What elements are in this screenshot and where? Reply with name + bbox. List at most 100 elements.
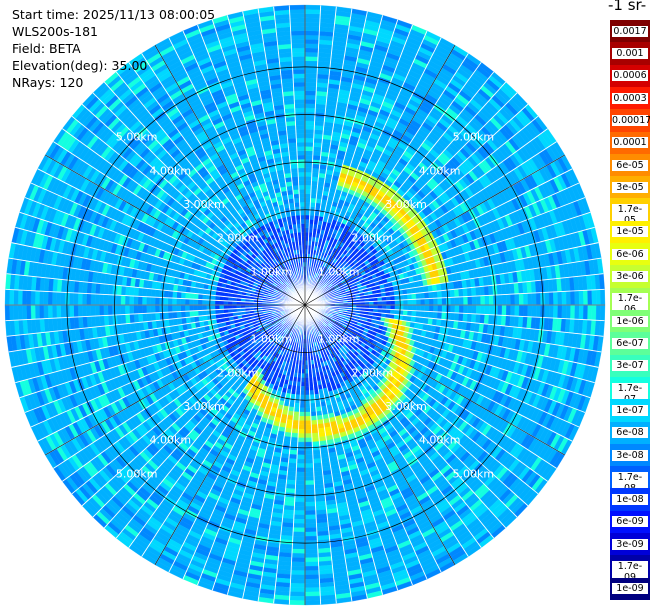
data-cell: [304, 56, 319, 62]
data-cell: [475, 286, 481, 297]
data-cell: [311, 436, 320, 443]
data-cell: [304, 578, 320, 584]
data-cell: [304, 523, 317, 529]
data-cell: [299, 403, 306, 409]
data-cell: [292, 415, 300, 421]
data-cell: [527, 304, 533, 318]
data-cell: [561, 304, 567, 319]
data-cell: [514, 304, 520, 317]
data-cell: [287, 462, 297, 468]
data-cell: [293, 518, 306, 524]
data-cell: [531, 304, 537, 318]
data-cell: [291, 557, 306, 563]
data-cell: [476, 295, 481, 306]
data-cell: [304, 476, 315, 481]
data-cell: [483, 285, 490, 296]
data-cell: [583, 304, 589, 320]
data-cell: [288, 458, 298, 464]
data-cell: [518, 293, 524, 306]
data-cell: [497, 304, 503, 316]
data-cell: [484, 295, 490, 306]
data-cell: [432, 311, 438, 320]
data-cell: [310, 185, 318, 191]
data-cell: [441, 290, 447, 298]
data-cell: [304, 214, 310, 220]
data-cell: [420, 298, 426, 306]
data-cell: [290, 441, 298, 447]
data-cell: [557, 291, 563, 306]
data-cell: [304, 13, 321, 19]
data-cell: [304, 411, 311, 417]
data-cell: [312, 449, 321, 455]
data-cell: [304, 471, 315, 477]
data-cell: [304, 197, 311, 203]
data-cell: [553, 291, 559, 306]
data-cell: [407, 304, 413, 311]
data-cell: [304, 544, 318, 550]
data-cell: [578, 304, 584, 320]
data-cell: [424, 298, 430, 306]
data-cell: [312, 445, 321, 451]
data-cell: [403, 299, 409, 306]
data-cell: [390, 304, 396, 310]
data-cell: [424, 291, 430, 299]
data-cell: [312, 159, 321, 165]
data-cell: [291, 561, 306, 567]
data-cell: [304, 583, 320, 589]
data-cell: [314, 120, 325, 127]
data-cell: [304, 467, 314, 473]
data-cell: [304, 514, 317, 520]
data-cell: [291, 424, 299, 430]
data-cell: [583, 290, 589, 306]
data-cell: [595, 289, 601, 306]
data-cell: [415, 310, 421, 318]
data-cell: [310, 189, 318, 195]
data-cell: [285, 483, 296, 490]
data-cell: [475, 313, 481, 324]
data-cell: [312, 441, 320, 447]
data-cell: [510, 304, 516, 317]
data-cell: [299, 411, 306, 417]
data-cell: [587, 289, 593, 306]
data-cell: [304, 488, 316, 494]
data-cell: [290, 570, 306, 576]
data-cell: [304, 518, 317, 524]
data-cell: [304, 141, 314, 147]
data-cell: [290, 574, 306, 580]
data-cell: [411, 310, 417, 317]
data-cell: [514, 293, 520, 306]
data-cell: [595, 304, 601, 321]
data-cell: [304, 103, 316, 109]
data-cell: [290, 583, 306, 589]
data-cell: [501, 304, 507, 316]
data-cell: [432, 290, 438, 299]
data-cell: [304, 17, 321, 23]
data-cell: [311, 176, 319, 182]
data-cell: [297, 433, 306, 439]
data-cell: [428, 291, 434, 299]
data-cell: [480, 295, 486, 306]
data-cell: [304, 120, 315, 126]
data-cell: [445, 312, 451, 321]
data-cell: [304, 535, 318, 541]
data-cell: [419, 292, 425, 300]
data-cell: [416, 298, 421, 306]
data-cell: [304, 47, 319, 53]
data-cell: [304, 446, 313, 451]
data-cell: [518, 304, 524, 317]
data-cell: [420, 304, 426, 312]
data-cell: [304, 437, 313, 443]
data-cell: [424, 304, 430, 312]
data-cell: [304, 565, 320, 571]
data-cell: [304, 90, 317, 96]
data-cell: [310, 407, 317, 413]
data-cell: [299, 407, 306, 413]
data-cell: [386, 300, 391, 306]
data-cell: [304, 176, 312, 182]
data-cell: [297, 446, 306, 451]
data-cell: [471, 313, 477, 324]
data-cell: [304, 39, 320, 45]
data-cell: [310, 419, 318, 425]
data-cell: [313, 142, 323, 148]
data-cell: [304, 484, 315, 490]
